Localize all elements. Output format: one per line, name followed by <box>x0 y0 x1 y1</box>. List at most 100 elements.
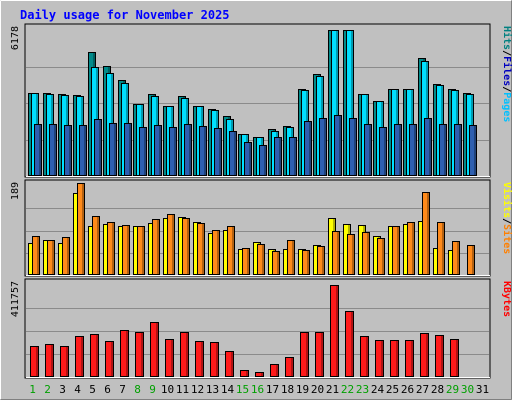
bar-hits-pages-day-9 <box>154 125 162 176</box>
panel-kbytes-legend: KBytes <box>501 281 512 317</box>
bar-shade <box>352 235 354 274</box>
bar-visits-sites-day-25 <box>392 226 400 275</box>
bar-shade <box>141 333 143 376</box>
bar-shade <box>67 238 69 274</box>
bar-visits-sites-day-17 <box>272 251 280 275</box>
bar-visits-sites-day-29 <box>452 241 460 275</box>
x-label-day-19: 19 <box>296 383 309 396</box>
bar-shade <box>37 237 39 274</box>
bar-visits-sites-day-2 <box>47 240 55 275</box>
bar-hits-pages-day-16 <box>259 145 267 176</box>
bar-visits-sites-day-13 <box>212 230 220 275</box>
bar-shade <box>292 241 294 274</box>
bar-shade <box>39 125 41 175</box>
x-label-day-28: 28 <box>431 383 444 396</box>
bar-hits-pages-day-12 <box>199 126 207 176</box>
bar-shade <box>397 227 399 274</box>
legend-kbytes: KBytes <box>501 281 512 317</box>
bar-visits-sites-day-16 <box>257 244 265 275</box>
bar-shade <box>411 341 413 376</box>
bar-shade <box>186 333 188 376</box>
bar-shade <box>52 241 54 274</box>
x-axis-labels: 1 2 3 4 5 6 7 8 9 10 11 12 13 14 15 16 17 18 19 20 21 22 23 24 2… <box>29 383 489 396</box>
x-label-day-30: 30 <box>461 383 474 396</box>
bar-shade <box>339 116 341 175</box>
bar-shade <box>216 343 218 376</box>
x-label-day-23: 23 <box>356 383 369 396</box>
bar-hits-pages-day-6 <box>109 123 117 176</box>
bar-hits-pages-day-29 <box>454 124 462 176</box>
bar-hits-pages-day-11 <box>184 124 192 176</box>
x-label-day-31: 31 <box>476 383 489 396</box>
bar-kbytes-kbytes-day-17 <box>270 364 279 377</box>
bar-shade <box>171 340 173 376</box>
bar-shade <box>201 342 203 376</box>
bar-shade <box>414 125 416 175</box>
bar-kbytes-kbytes-day-9 <box>150 322 159 377</box>
bar-kbytes-kbytes-day-28 <box>435 335 444 377</box>
bar-shade <box>157 220 159 274</box>
bar-shade <box>399 125 401 175</box>
bar-visits-sites-day-24 <box>377 238 385 275</box>
bar-visits-sites-day-30 <box>467 245 475 275</box>
bar-shade <box>156 323 158 376</box>
bar-kbytes-kbytes-day-4 <box>75 336 84 377</box>
bar-shade <box>382 239 384 274</box>
bar-visits-sites-day-15 <box>242 248 250 275</box>
bar-hits-pages-day-27 <box>424 118 432 176</box>
bar-shade <box>441 336 443 376</box>
bar-visits-sites-day-21 <box>332 231 340 275</box>
bar-shade <box>472 246 474 274</box>
bar-kbytes-kbytes-day-24 <box>375 340 384 377</box>
bar-kbytes-kbytes-day-11 <box>180 332 189 377</box>
bar-visits-sites-day-9 <box>152 219 160 275</box>
bar-shade <box>262 245 264 274</box>
bar-shade <box>246 371 248 376</box>
bar-hits-pages-day-26 <box>409 124 417 176</box>
bar-hits-pages-day-15 <box>244 142 252 176</box>
x-label-day-17: 17 <box>266 383 279 396</box>
bar-shade <box>81 337 83 376</box>
bar-visits-sites-day-14 <box>227 226 235 275</box>
series-sites <box>32 183 475 275</box>
bar-shade <box>264 146 266 175</box>
x-label-day-9: 9 <box>149 383 156 396</box>
bar-hits-pages-day-19 <box>304 121 312 176</box>
bar-shade <box>369 125 371 175</box>
bar-shade <box>384 128 386 175</box>
bar-hits-pages-day-10 <box>169 127 177 176</box>
bar-shade <box>172 215 174 274</box>
bar-shade <box>219 129 221 175</box>
bar-hits-pages-day-24 <box>379 127 387 176</box>
bar-shade <box>232 227 234 274</box>
bar-kbytes-kbytes-day-3 <box>60 346 69 377</box>
bar-shade <box>336 286 338 376</box>
bar-visits-sites-day-4 <box>77 183 85 275</box>
x-label-day-14: 14 <box>221 383 235 396</box>
x-label-day-22: 22 <box>341 383 354 396</box>
bar-shade <box>351 31 353 175</box>
bar-shade <box>36 347 38 376</box>
bar-shade <box>234 132 236 175</box>
x-label-day-4: 4 <box>74 383 81 396</box>
bar-hits-pages-day-5 <box>94 119 102 176</box>
panel-hits-max-label: 6178 <box>10 26 21 50</box>
bar-visits-sites-day-1 <box>32 236 40 275</box>
bar-visits-sites-day-6 <box>107 222 115 275</box>
x-label-day-13: 13 <box>206 383 219 396</box>
bar-shade <box>396 341 398 376</box>
x-label-day-24: 24 <box>371 383 385 396</box>
panel-hits-legend: Hits/Files/Pages <box>501 26 512 122</box>
bar-visits-sites-day-12 <box>197 223 205 275</box>
bar-hits-pages-day-14 <box>229 131 237 176</box>
bar-shade <box>187 219 189 274</box>
bar-shade <box>249 143 251 175</box>
legend-separator: / <box>501 218 512 224</box>
bar-shade <box>279 138 281 175</box>
bar-shade <box>204 127 206 175</box>
bar-kbytes-kbytes-day-25 <box>390 340 399 377</box>
bar-shade <box>459 125 461 175</box>
bar-shade <box>456 340 458 376</box>
